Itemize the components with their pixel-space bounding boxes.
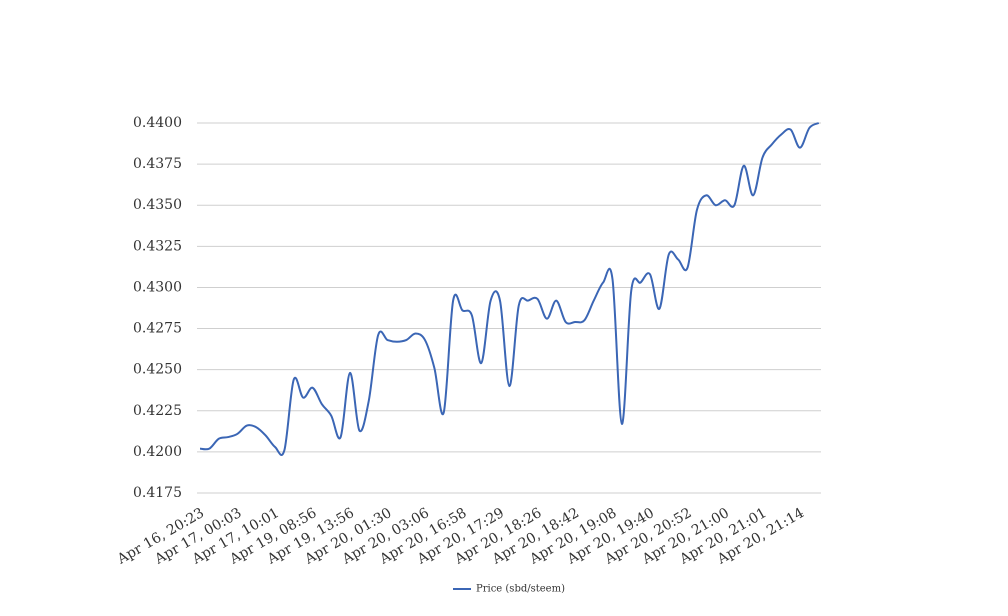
y-tick-label: 0.4350 [133,197,182,213]
y-tick-label: 0.4400 [133,115,182,131]
price-line [199,122,820,456]
legend-label: Price (sbd/steem) [476,584,565,595]
y-tick-label: 0.4250 [133,362,182,378]
y-tick-label: 0.4375 [133,156,182,172]
y-tick-label: 0.4275 [133,321,182,337]
y-tick-label: 0.4175 [133,485,182,501]
y-tick-label: 0.4200 [133,444,182,460]
y-tick-label: 0.4225 [133,403,182,419]
y-tick-label: 0.4300 [133,279,182,295]
y-tick-label: 0.4325 [133,238,182,254]
